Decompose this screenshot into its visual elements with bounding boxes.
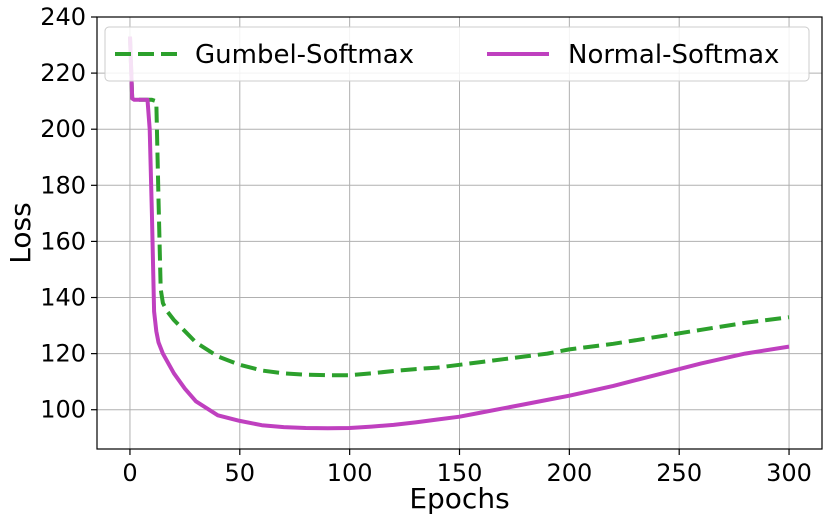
x-tick-label: 200 [546,459,592,487]
legend: Gumbel-Softmax Normal-Softmax [104,26,810,82]
y-axis-label: Loss [4,202,37,263]
x-tick-label: 250 [656,459,702,487]
y-tick-label: 140 [40,284,86,312]
x-tick-label: 150 [437,459,483,487]
x-tick-label: 300 [766,459,812,487]
x-tick-label: 0 [122,459,137,487]
x-axis-label: Epochs [409,482,509,515]
x-tick-label: 100 [327,459,373,487]
y-tick-label: 120 [40,340,86,368]
axis-ticks: 0 50 100 150 200 250 300 100 120 140 160 180 200 220 2… [40,3,812,487]
x-tick-label: 50 [225,459,256,487]
series-line-gumbel-softmax [128,36,790,378]
legend-label: Normal-Softmax [568,40,779,70]
y-tick-label: 100 [40,396,86,424]
y-tick-label: 200 [40,115,86,143]
grid-lines [97,16,822,449]
legend-box [104,26,810,82]
y-tick-label: 240 [40,3,86,31]
y-tick-label: 180 [40,171,86,199]
series-lines [128,36,790,431]
y-tick-label: 220 [40,59,86,87]
y-tick-label: 160 [40,227,86,255]
series-line-normal-softmax [128,36,790,431]
legend-label: Gumbel-Softmax [195,40,414,70]
